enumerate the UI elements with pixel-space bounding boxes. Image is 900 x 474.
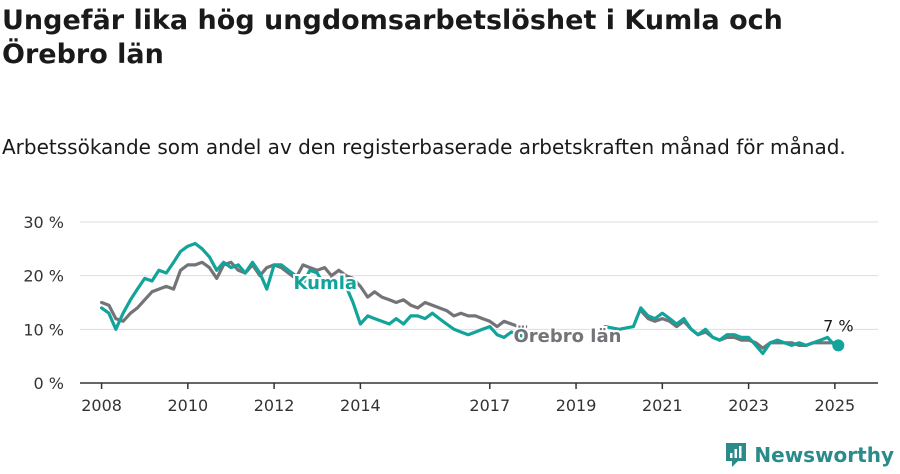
newsworthy-logo-icon	[726, 443, 747, 467]
brand-logo: Newsworthy	[724, 440, 894, 470]
x-tick-label: 2017	[469, 396, 510, 415]
x-tick-label: 2019	[556, 396, 597, 415]
chart-title: Ungefär lika hög ungdomsarbetslöshet i K…	[2, 5, 783, 70]
x-tick-label: 2025	[815, 396, 856, 415]
series-line-kumla	[603, 306, 840, 356]
series-label-kumla: Kumla	[294, 273, 358, 294]
series-line-orebro	[100, 260, 528, 329]
x-tick-label: 2023	[728, 396, 769, 415]
y-tick-label: 10 %	[23, 320, 64, 339]
x-tick-label: 2012	[254, 396, 295, 415]
end-point-marker	[832, 339, 845, 352]
x-tick-label: 2021	[642, 396, 683, 415]
x-tick-label: 2014	[340, 396, 381, 415]
series-line-kumla	[100, 241, 528, 339]
x-tick-label: 2010	[167, 396, 208, 415]
series-label-orebro: Örebro län	[514, 325, 622, 347]
end-value-label: 7 %	[823, 316, 853, 335]
y-tick-label: 20 %	[23, 267, 64, 286]
x-tick-label: 2008	[81, 396, 122, 415]
chart-subtitle: Arbetssökande som andel av den registerb…	[2, 135, 846, 159]
brand-name: Newsworthy	[754, 443, 894, 467]
y-tick-label: 30 %	[23, 213, 64, 232]
y-tick-label: 0 %	[34, 374, 64, 393]
